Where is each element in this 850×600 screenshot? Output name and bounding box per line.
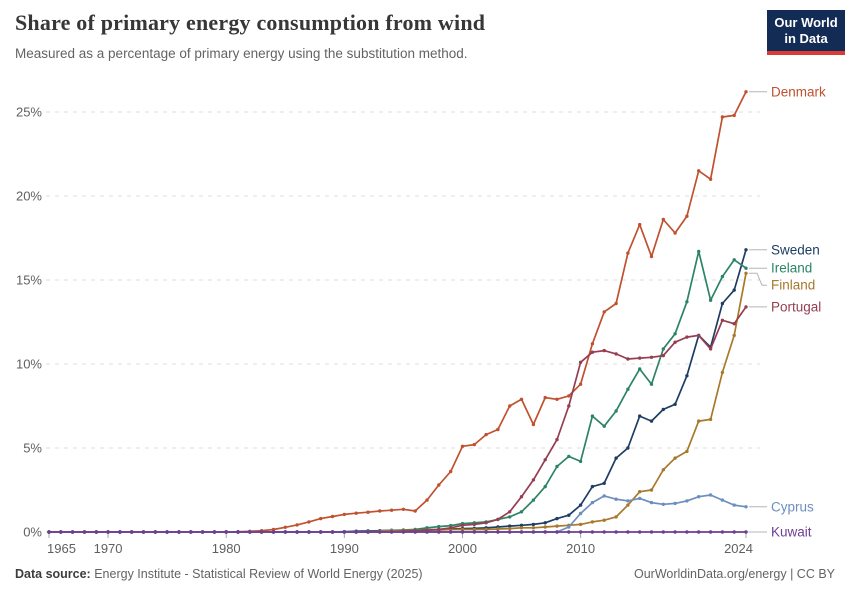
x-axis-tick-label: 1970 — [94, 541, 123, 556]
series-line-ireland[interactable] — [49, 250, 747, 533]
owid-logo[interactable]: Our World in Data — [767, 10, 845, 55]
chart-subtitle: Measured as a percentage of primary ener… — [15, 46, 468, 61]
footer-credit-link[interactable]: OurWorldinData.org/energy | CC BY — [633, 567, 835, 581]
y-axis-tick-label: 15% — [16, 273, 42, 288]
series-markers-finland — [47, 271, 748, 534]
chart-footer: Data source: Energy Institute - Statisti… — [15, 567, 835, 581]
y-axis-tick-label: 20% — [16, 189, 42, 204]
x-axis-tick-label: 2024 — [724, 541, 753, 556]
series-line-denmark[interactable] — [49, 91, 747, 533]
series-line-sweden[interactable] — [49, 249, 747, 533]
series-label-ireland[interactable]: Ireland — [771, 261, 812, 276]
series-markers-kuwait — [47, 530, 748, 534]
data-source: Data source: Energy Institute - Statisti… — [15, 567, 423, 581]
logo-line1: Our World — [774, 15, 838, 30]
y-axis-tick-label: 25% — [16, 105, 42, 120]
data-source-text: Energy Institute - Statistical Review of… — [90, 567, 423, 581]
data-source-label: Data source: — [15, 567, 91, 581]
x-axis-tick-label: 2010 — [566, 541, 595, 556]
series-leader-finland — [749, 272, 767, 286]
series-label-denmark[interactable]: Denmark — [771, 84, 826, 99]
y-axis-tick-label: 10% — [16, 357, 42, 372]
series-label-portugal[interactable]: Portugal — [771, 299, 821, 314]
series-line-cyprus[interactable] — [49, 494, 747, 533]
y-axis-tick-label: 0% — [23, 525, 42, 540]
logo-line2: in Data — [784, 31, 828, 46]
y-axis-tick-label: 5% — [23, 441, 42, 456]
x-axis-tick-label: 1965 — [47, 541, 76, 556]
series-label-cyprus[interactable]: Cyprus — [771, 499, 814, 514]
series-label-sweden[interactable]: Sweden — [771, 242, 820, 257]
series-label-finland[interactable]: Finland — [771, 278, 815, 293]
series-markers-denmark — [47, 90, 748, 534]
series-label-kuwait[interactable]: Kuwait — [771, 525, 812, 540]
x-axis-tick-label: 1980 — [212, 541, 241, 556]
x-axis-tick-label: 2000 — [448, 541, 477, 556]
series-line-finland[interactable] — [49, 273, 747, 533]
chart-title: Share of primary energy consumption from… — [15, 10, 486, 35]
x-axis-tick-label: 1990 — [330, 541, 359, 556]
